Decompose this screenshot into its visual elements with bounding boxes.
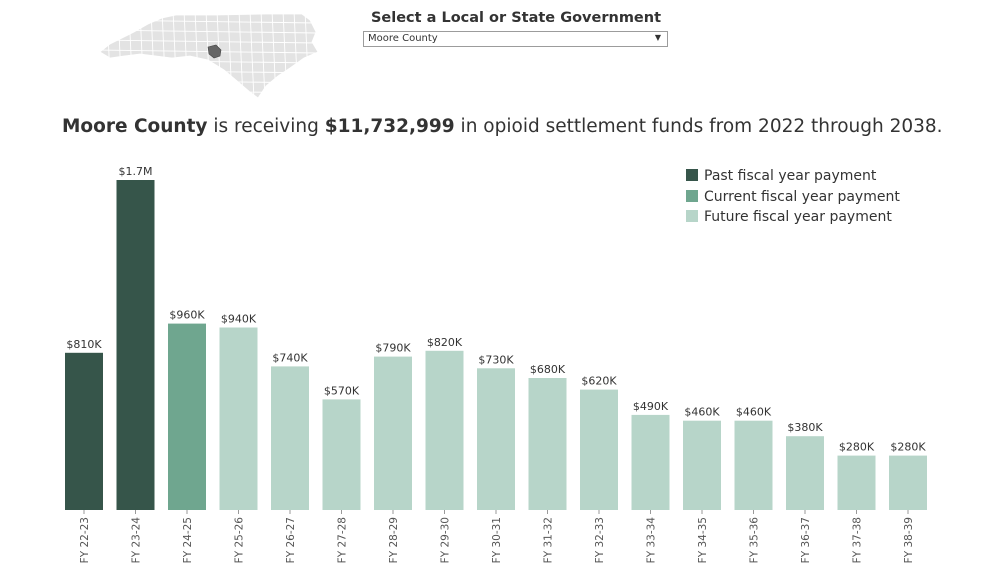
bar-value-label: $570K <box>324 384 360 397</box>
bar-value-label: $810K <box>66 338 102 351</box>
county-border <box>100 49 318 54</box>
x-tick-label: FY 28-29 <box>388 517 400 563</box>
legend-item-future[interactable]: Future fiscal year payment <box>686 209 900 230</box>
selected-government: Moore County <box>368 33 438 44</box>
bar-value-label: $460K <box>684 406 720 419</box>
x-tick-label: FY 33-34 <box>646 517 658 564</box>
bar-fy-27-28[interactable] <box>322 399 361 510</box>
bar-value-label: $280K <box>839 441 875 454</box>
x-tick-label: FY 22-23 <box>79 517 91 563</box>
headline-amount: $11,732,999 <box>324 116 455 137</box>
x-tick-label: FY 25-26 <box>234 517 246 564</box>
x-tick-label: FY 38-39 <box>903 517 915 563</box>
bar-fy-24-25[interactable] <box>168 323 206 510</box>
x-tick-label: FY 26-27 <box>285 517 297 563</box>
headline-middle: is receiving <box>207 116 325 137</box>
bar-fy-22-23[interactable] <box>65 352 103 510</box>
bar-value-label: $1.7M <box>119 165 153 178</box>
bar-value-label: $960K <box>169 309 205 322</box>
bar-fy-38-39[interactable] <box>889 455 927 510</box>
legend: Past fiscal year payment Current fiscal … <box>686 168 900 230</box>
bar-fy-34-35[interactable] <box>683 420 721 510</box>
x-tick-label: FY 37-38 <box>852 517 864 563</box>
bar-value-label: $790K <box>375 342 411 355</box>
headline-entity: Moore County <box>62 116 208 137</box>
bar-fy-30-31[interactable] <box>477 368 515 510</box>
county-border <box>249 14 255 98</box>
bar-fy-32-33[interactable] <box>580 389 618 510</box>
bar-value-label: $620K <box>581 375 617 388</box>
bar-value-label: $940K <box>221 313 257 326</box>
headline-rest: in opioid settlement funds from 2022 thr… <box>454 116 943 137</box>
bar-fy-31-32[interactable] <box>528 378 567 510</box>
nc-county-map[interactable] <box>96 10 318 100</box>
county-border <box>260 14 266 98</box>
bar-value-label: $490K <box>633 400 669 413</box>
bar-value-label: $460K <box>736 406 772 419</box>
bar-fy-36-37[interactable] <box>786 436 824 510</box>
x-tick-label: FY 35-36 <box>749 517 761 564</box>
headline: Moore County is receiving $11,732,999 in… <box>62 116 962 137</box>
bar-fy-37-38[interactable] <box>837 455 876 510</box>
bar-value-label: $740K <box>272 351 308 364</box>
x-tick-label: FY 32-33 <box>594 517 606 563</box>
x-tick-label: FY 24-25 <box>182 517 194 563</box>
county-border <box>100 39 318 44</box>
legend-swatch-past <box>686 169 698 181</box>
legend-label-current: Current fiscal year payment <box>704 188 900 205</box>
x-tick-label: FY 36-37 <box>800 517 812 563</box>
county-border <box>238 14 244 98</box>
bar-fy-33-34[interactable] <box>631 414 670 510</box>
x-tick-label: FY 34-35 <box>697 517 709 563</box>
legend-label-past: Past fiscal year payment <box>704 168 877 184</box>
bar-value-label: $280K <box>890 441 926 454</box>
x-tick-label: FY 31-32 <box>543 517 555 563</box>
bar-fy-25-26[interactable] <box>219 327 258 511</box>
bar-fy-35-36[interactable] <box>734 420 773 510</box>
legend-label-future: Future fiscal year payment <box>704 209 892 225</box>
bar-value-label: $820K <box>427 336 463 349</box>
legend-swatch-current <box>686 189 698 202</box>
bar-value-label: $680K <box>530 363 566 376</box>
bar-fy-23-24[interactable] <box>116 180 155 510</box>
legend-swatch-future <box>686 210 698 222</box>
legend-item-current[interactable]: Current fiscal year payment <box>686 189 900 210</box>
x-tick-label: FY 30-31 <box>491 517 503 563</box>
bar-value-label: $730K <box>478 353 514 366</box>
chevron-down-icon[interactable]: ▼ <box>654 33 661 42</box>
government-select[interactable]: Moore County ▼ <box>363 31 668 47</box>
bar-fy-26-27[interactable] <box>271 366 309 510</box>
moore-county-highlight[interactable] <box>207 44 222 59</box>
x-tick-label: FY 29-30 <box>440 517 452 563</box>
legend-item-past[interactable]: Past fiscal year payment <box>686 168 900 189</box>
x-tick-label: FY 23-24 <box>131 517 143 564</box>
bar-fy-29-30[interactable] <box>425 350 464 510</box>
x-tick-label: FY 27-28 <box>337 517 349 563</box>
selector-title: Select a Local or State Government <box>370 10 662 26</box>
bar-value-label: $380K <box>787 421 823 434</box>
bar-fy-28-29[interactable] <box>374 356 412 510</box>
